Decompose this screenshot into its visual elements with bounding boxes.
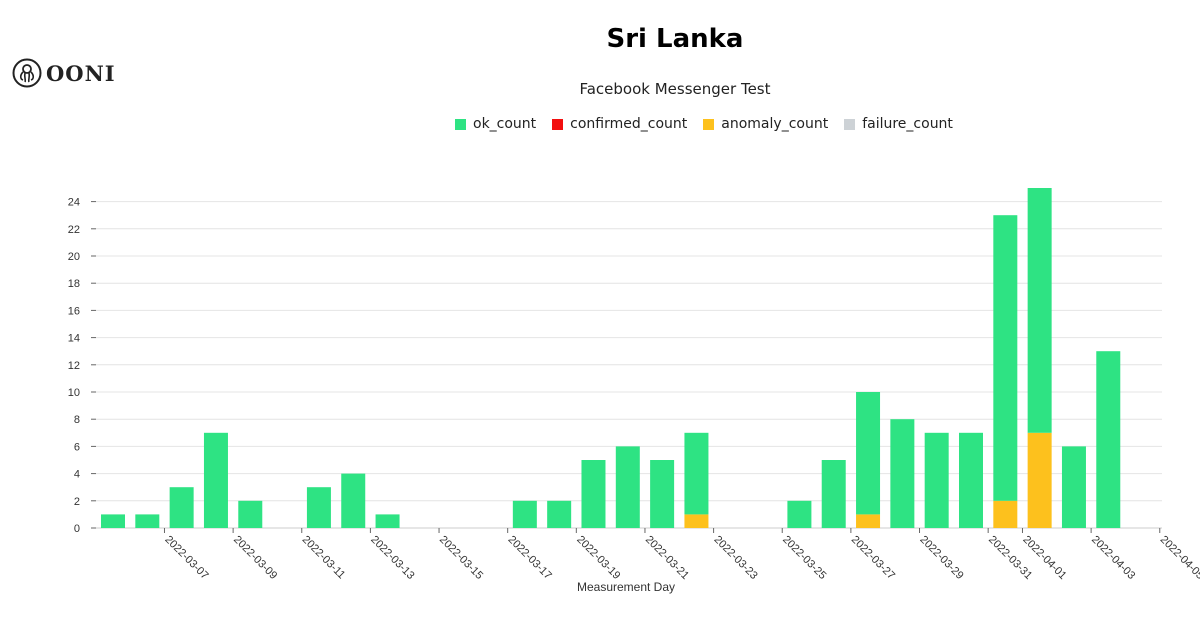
bar-ok-2022-03-08[interactable] <box>169 487 194 528</box>
bar-ok-2022-03-20[interactable] <box>581 460 606 528</box>
y-tick-label: 4 <box>74 469 80 481</box>
y-tick-label: 16 <box>68 305 80 317</box>
legend-item-failure[interactable]: failure_count <box>844 116 953 132</box>
y-tick-label: 6 <box>74 441 80 453</box>
bar-ok-2022-03-23[interactable] <box>684 432 709 515</box>
legend-item-anomaly[interactable]: anomaly_count <box>703 116 828 132</box>
bar-ok-2022-03-10[interactable] <box>238 500 263 528</box>
bar-ok-2022-03-22[interactable] <box>650 460 675 528</box>
legend-label-failure: failure_count <box>862 116 953 132</box>
bar-anomaly-2022-04-01[interactable] <box>993 500 1018 528</box>
bar-ok-2022-03-30[interactable] <box>924 432 949 528</box>
bar-ok-2022-04-04[interactable] <box>1096 351 1121 528</box>
bar-ok-2022-03-14[interactable] <box>375 514 400 528</box>
bar-ok-2022-03-13[interactable] <box>341 473 366 528</box>
bar-ok-2022-03-12[interactable] <box>306 487 331 528</box>
x-tick-label: 2022-03-25 <box>780 534 828 582</box>
legend-item-confirmed[interactable]: confirmed_count <box>552 116 687 132</box>
x-tick-label: 2022-03-19 <box>574 534 622 582</box>
x-tick-label: 2022-03-09 <box>231 534 279 582</box>
bar-ok-2022-03-28[interactable] <box>856 392 881 515</box>
bar-ok-2022-03-06[interactable] <box>101 514 125 528</box>
y-tick-label: 10 <box>68 387 80 399</box>
y-tick-label: 0 <box>74 523 80 535</box>
x-tick-label: 2022-03-21 <box>643 534 691 582</box>
bar-ok-2022-04-03[interactable] <box>1061 446 1086 528</box>
bar-ok-2022-03-18[interactable] <box>512 500 537 528</box>
legend-swatch-failure <box>844 118 856 130</box>
x-tick-label: 2022-04-03 <box>1089 534 1137 582</box>
legend-swatch-anomaly <box>703 118 715 130</box>
legend-swatch-confirmed <box>552 118 564 130</box>
logo-text: OONI <box>46 60 116 86</box>
bar-ok-2022-04-01[interactable] <box>993 215 1018 501</box>
x-axis-title: Measurement Day <box>577 580 675 594</box>
legend-item-ok[interactable]: ok_count <box>455 116 536 132</box>
bar-anomaly-2022-04-02[interactable] <box>1027 432 1052 528</box>
ooni-logo[interactable]: OONI <box>12 58 116 88</box>
x-tick-label: 2022-04-05 <box>1158 534 1200 582</box>
y-tick-label: 14 <box>68 333 80 345</box>
bar-anomaly-2022-03-23[interactable] <box>684 514 709 528</box>
x-tick-label: 2022-03-13 <box>368 534 416 582</box>
x-tick-label: 2022-03-23 <box>711 534 759 582</box>
chart-legend: ok_count confirmed_count anomaly_count f… <box>455 116 953 132</box>
legend-label-anomaly: anomaly_count <box>721 116 829 132</box>
bar-ok-2022-03-31[interactable] <box>959 432 983 528</box>
x-tick-label: 2022-03-15 <box>437 534 485 582</box>
x-tick-label: 2022-03-29 <box>917 534 965 582</box>
bar-anomaly-2022-03-28[interactable] <box>856 514 881 528</box>
bar-ok-2022-03-07[interactable] <box>135 514 160 528</box>
x-tick-label: 2022-03-11 <box>300 534 348 582</box>
y-tick-label: 2 <box>74 496 80 508</box>
x-tick-label: 2022-03-27 <box>849 534 897 582</box>
bar-ok-2022-03-27[interactable] <box>821 460 846 528</box>
y-tick-label: 18 <box>68 278 80 290</box>
legend-label-ok: ok_count <box>473 116 537 132</box>
y-tick-label: 20 <box>68 251 80 263</box>
y-tick-label: 12 <box>68 360 80 372</box>
y-tick-label: 8 <box>74 414 80 426</box>
bar-ok-2022-03-21[interactable] <box>615 446 640 528</box>
y-tick-label: 22 <box>68 224 80 236</box>
bar-ok-2022-03-09[interactable] <box>203 432 228 528</box>
octopus-icon <box>12 58 42 88</box>
legend-swatch-ok <box>455 118 466 130</box>
bar-ok-2022-03-19[interactable] <box>547 500 572 528</box>
x-axis: 2022-03-07 2022-03-09 2022-03-11 2022-03-13… <box>162 528 1200 582</box>
chart-subtitle: Facebook Messenger Test <box>579 80 771 98</box>
legend-label-confirmed: confirmed_count <box>570 116 688 132</box>
bars <box>101 188 1121 528</box>
page-title: Sri Lanka <box>606 24 744 54</box>
y-tick-label: 24 <box>68 197 80 209</box>
bar-ok-2022-03-29[interactable] <box>890 419 915 528</box>
x-tick-label: 2022-03-07 <box>162 534 210 582</box>
bar-ok-2022-04-02[interactable] <box>1027 188 1052 433</box>
x-tick-label: 2022-03-17 <box>506 534 554 582</box>
bar-ok-2022-03-26[interactable] <box>787 500 812 528</box>
